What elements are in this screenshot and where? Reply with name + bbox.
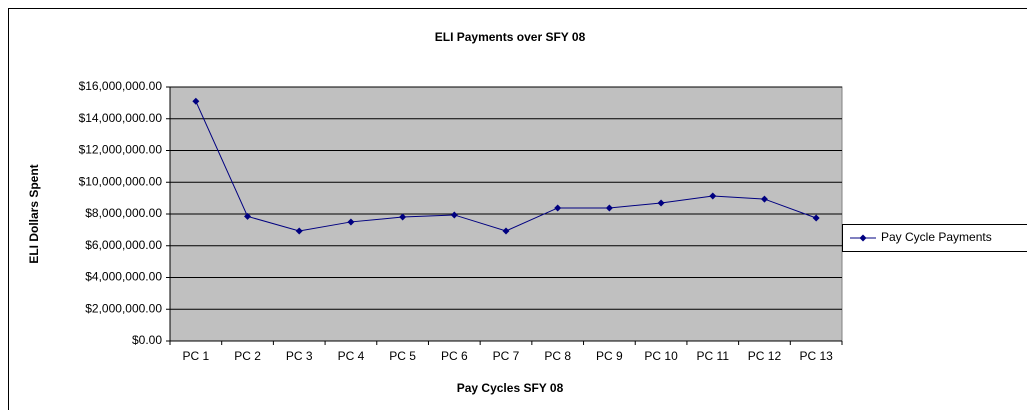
y-tick-label: $6,000,000.00 bbox=[85, 238, 162, 252]
y-tick-label: $16,000,000.00 bbox=[79, 79, 163, 93]
data-point bbox=[657, 199, 665, 207]
y-tick-label: $8,000,000.00 bbox=[85, 206, 162, 220]
x-tick-label: PC 7 bbox=[493, 349, 520, 363]
data-point bbox=[709, 192, 717, 200]
x-tick-label: PC 9 bbox=[596, 349, 623, 363]
y-tick-label: $12,000,000.00 bbox=[79, 143, 163, 157]
y-tick-label: $14,000,000.00 bbox=[79, 111, 163, 125]
data-point bbox=[812, 214, 820, 222]
x-tick-label: PC 8 bbox=[544, 349, 571, 363]
data-point bbox=[399, 213, 407, 221]
x-axis-label: Pay Cycles SFY 08 bbox=[457, 381, 564, 395]
x-tick-label: PC 6 bbox=[441, 349, 468, 363]
data-point bbox=[450, 211, 458, 219]
data-point bbox=[502, 227, 510, 235]
y-tick-label: $10,000,000.00 bbox=[79, 174, 163, 188]
data-point bbox=[554, 204, 562, 212]
x-tick-label: PC 1 bbox=[183, 349, 210, 363]
x-tick-label: PC 11 bbox=[697, 349, 730, 363]
x-tick-label: PC 12 bbox=[748, 349, 782, 363]
data-point bbox=[192, 97, 200, 105]
legend-marker bbox=[859, 234, 867, 242]
x-tick-label: PC 10 bbox=[644, 349, 678, 363]
legend-label: Pay Cycle Payments bbox=[881, 230, 992, 244]
y-tick-label: $4,000,000.00 bbox=[85, 270, 162, 284]
x-tick-label: PC 3 bbox=[286, 349, 313, 363]
x-tick-label: PC 5 bbox=[389, 349, 416, 363]
x-tick-label: PC 2 bbox=[234, 349, 261, 363]
data-point bbox=[295, 227, 303, 235]
x-tick-label: PC 4 bbox=[338, 349, 365, 363]
data-point bbox=[244, 212, 252, 220]
data-point bbox=[605, 204, 613, 212]
y-tick-label: $0.00 bbox=[132, 333, 162, 347]
y-axis-label: ELI Dollars Spent bbox=[27, 164, 41, 263]
x-tick-label: PC 13 bbox=[799, 349, 833, 363]
chart-title: ELI Payments over SFY 08 bbox=[435, 30, 586, 44]
y-tick-label: $2,000,000.00 bbox=[85, 301, 162, 315]
data-point bbox=[347, 218, 355, 226]
data-point bbox=[760, 195, 768, 203]
